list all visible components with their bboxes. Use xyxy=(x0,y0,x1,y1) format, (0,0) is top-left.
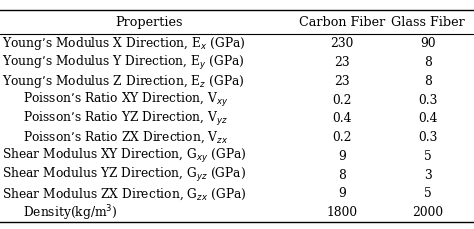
Text: Density(kg/m$^3$): Density(kg/m$^3$) xyxy=(23,203,118,223)
Text: 9: 9 xyxy=(338,188,346,200)
Text: 0.3: 0.3 xyxy=(419,131,438,144)
Text: 2000: 2000 xyxy=(412,206,444,219)
Text: 0.2: 0.2 xyxy=(332,131,352,144)
Text: 8: 8 xyxy=(338,169,346,182)
Text: 5: 5 xyxy=(424,188,432,200)
Text: Shear Modulus XY Direction, G$_{xy}$ (GPa): Shear Modulus XY Direction, G$_{xy}$ (GP… xyxy=(2,147,247,165)
Text: 23: 23 xyxy=(334,75,349,88)
Text: Poisson’s Ratio YZ Direction, V$_{yz}$: Poisson’s Ratio YZ Direction, V$_{yz}$ xyxy=(23,110,228,128)
Text: 5: 5 xyxy=(424,150,432,163)
Text: 0.4: 0.4 xyxy=(418,112,438,125)
Text: Poisson’s Ratio XY Direction, V$_{xy}$: Poisson’s Ratio XY Direction, V$_{xy}$ xyxy=(23,91,228,109)
Text: Young’s Modulus Z Direction, E$_z$ (GPa): Young’s Modulus Z Direction, E$_z$ (GPa) xyxy=(2,73,245,90)
Text: Glass Fiber: Glass Fiber xyxy=(391,16,465,29)
Text: 8: 8 xyxy=(424,75,432,88)
Text: Carbon Fiber: Carbon Fiber xyxy=(299,16,385,29)
Text: 230: 230 xyxy=(330,37,354,50)
Text: 9: 9 xyxy=(338,150,346,163)
Text: Young’s Modulus X Direction, E$_x$ (GPa): Young’s Modulus X Direction, E$_x$ (GPa) xyxy=(2,35,246,52)
Text: 0.2: 0.2 xyxy=(332,94,352,106)
Text: 0.4: 0.4 xyxy=(332,112,352,125)
Text: Shear Modulus ZX Direction, G$_{zx}$ (GPa): Shear Modulus ZX Direction, G$_{zx}$ (GP… xyxy=(2,186,247,202)
Text: Properties: Properties xyxy=(116,16,183,29)
Text: 3: 3 xyxy=(424,169,432,182)
Text: 8: 8 xyxy=(424,56,432,69)
Text: 0.3: 0.3 xyxy=(419,94,438,106)
Text: 23: 23 xyxy=(334,56,349,69)
Text: Shear Modulus YZ Direction, G$_{yz}$ (GPa): Shear Modulus YZ Direction, G$_{yz}$ (GP… xyxy=(2,166,246,184)
Text: Poisson’s Ratio ZX Direction, V$_{zx}$: Poisson’s Ratio ZX Direction, V$_{zx}$ xyxy=(23,130,228,145)
Text: Young’s Modulus Y Direction, E$_y$ (GPa): Young’s Modulus Y Direction, E$_y$ (GPa) xyxy=(2,54,245,71)
Text: 90: 90 xyxy=(420,37,436,50)
Text: 1800: 1800 xyxy=(326,206,357,219)
